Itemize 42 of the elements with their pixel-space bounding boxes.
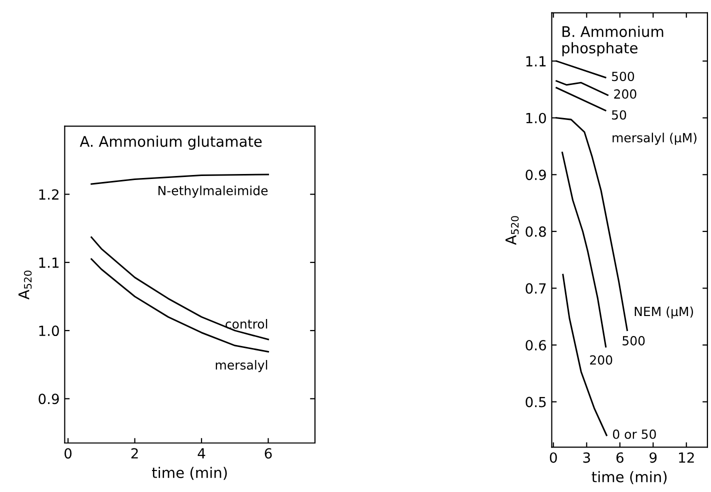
series-label: control: [226, 318, 268, 329]
y-tick-label: 0.8: [526, 226, 546, 237]
x-tick-label: 9: [650, 452, 657, 463]
y-axis-title: A$_{520}$: [506, 216, 519, 245]
annotation: NEM (µM): [634, 306, 694, 319]
x-tick-label: 2: [131, 448, 138, 458]
line-series: [90, 174, 270, 185]
y-axis-title: A$_{520}$: [18, 270, 32, 300]
series-label: N-ethylmaleimide: [158, 186, 268, 198]
series-label: 200: [590, 355, 612, 365]
x-tick-label: 0: [550, 452, 557, 463]
x-axis-title: time (min): [152, 466, 227, 480]
series-label: 500: [612, 72, 634, 82]
x-tick-label: 6: [616, 452, 624, 463]
x-tick-label: 6: [264, 448, 272, 459]
x-tick-label: 12: [679, 452, 694, 463]
series-label: 50: [612, 110, 626, 120]
x-tick-label: 3: [583, 452, 590, 463]
y-tick-label: 0.9: [526, 170, 546, 180]
line-series: [556, 80, 608, 96]
text: B. Ammonium phosphate: [562, 26, 664, 56]
y-tick-label: 0.6: [526, 340, 546, 350]
y-tick-label: 1.2: [39, 189, 58, 200]
annotation: mersalyl (µM): [612, 132, 696, 145]
line-series: [90, 236, 270, 340]
series-label: 0 or 50: [612, 429, 656, 439]
y-tick-label: 0.9: [38, 394, 59, 404]
y-tick-label: 0.5: [526, 396, 546, 408]
line-series: [562, 152, 607, 348]
text: A. Ammonium glutamate: [80, 136, 262, 150]
y-tick-label: 1.0: [39, 326, 59, 336]
x-tick-label: 0: [64, 448, 72, 459]
y-tick-label: 0.7: [526, 283, 546, 294]
y-tick-label: 1.1: [526, 56, 546, 66]
series-label: mersalyl: [216, 360, 268, 372]
y-tick-label: 1.1: [39, 258, 59, 268]
line-series: [90, 258, 270, 352]
x-tick-label: 4: [198, 448, 206, 458]
series-label: 200: [614, 89, 636, 99]
x-axis-title: time (min): [592, 471, 667, 484]
y-tick-label: 1.0: [526, 112, 546, 124]
series-label: 500: [622, 336, 645, 346]
